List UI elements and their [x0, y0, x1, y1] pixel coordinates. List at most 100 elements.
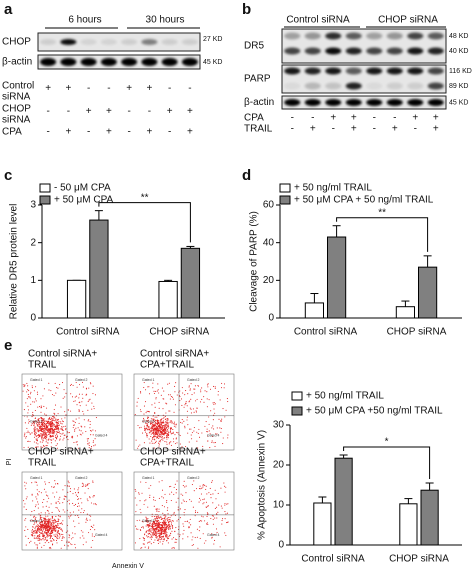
flow-dot [54, 417, 56, 419]
flow-dot [68, 537, 70, 539]
flow-dot [153, 528, 155, 530]
flow-dot [200, 493, 203, 495]
flow-dot [161, 538, 163, 540]
flow-dot [40, 429, 42, 431]
sign: + [65, 83, 71, 94]
gate-label: Gated 2 [187, 476, 200, 480]
flow-dot [158, 511, 160, 513]
flow-dot [77, 502, 79, 504]
flow-dot [42, 533, 44, 535]
flow-dot [172, 431, 174, 433]
flow-dot [154, 532, 156, 534]
flow-dot [57, 422, 59, 424]
flow-dot [156, 516, 158, 519]
flow-dot [170, 520, 172, 522]
flow-dot [41, 422, 43, 424]
blot-band [284, 82, 301, 90]
flow-dot [143, 425, 145, 427]
flow-dot [159, 439, 162, 441]
flow-dot [150, 543, 152, 545]
flow-dot [39, 428, 41, 430]
blot-band [427, 82, 444, 90]
flow-dot [56, 443, 58, 445]
flow-dot [154, 530, 156, 533]
flow-dot [152, 432, 154, 434]
flow-dot [58, 421, 60, 423]
sign: - [168, 83, 171, 94]
flow-dot [80, 498, 82, 500]
flow-dot [88, 482, 90, 485]
flow-dot [85, 485, 87, 487]
flow-title: Control siRNA+ [28, 349, 97, 360]
flow-dot [216, 433, 218, 435]
flow-dot [48, 433, 50, 435]
flow-dot [150, 422, 152, 424]
flow-dot [36, 481, 38, 483]
flow-dot [143, 419, 145, 421]
flow-dot [174, 443, 176, 445]
blot-band [366, 32, 383, 40]
flow-dot [42, 536, 45, 538]
flow-dot [53, 408, 55, 411]
flow-dot [162, 427, 164, 429]
flow-dot [140, 547, 142, 549]
flow-dot [31, 530, 33, 532]
flow-dot [55, 418, 57, 420]
flow-dot [173, 513, 175, 515]
gate-label: Gated 1 [142, 378, 155, 382]
flow-dot [150, 427, 152, 429]
flow-dot [203, 396, 205, 398]
flow-dot [47, 495, 49, 497]
flow-dot [153, 532, 155, 534]
flow-dot [170, 428, 172, 431]
flow-dot [148, 531, 150, 533]
flow-dot [56, 429, 58, 431]
flow-dot [167, 419, 169, 421]
flow-dot [167, 520, 169, 522]
flow-dot [152, 428, 155, 430]
flow-dot [147, 426, 149, 428]
flow-dot [149, 427, 151, 429]
flow-dot [175, 426, 177, 428]
flow-dot [174, 391, 176, 393]
flow-dot [40, 424, 42, 426]
flow-dot [35, 432, 38, 434]
flow-dot [155, 440, 157, 442]
flow-dot [53, 518, 55, 520]
flow-dot [48, 438, 50, 440]
legend-swatch [279, 183, 291, 193]
flow-dot [153, 423, 155, 425]
flow-dot [142, 432, 144, 434]
flow-dot [36, 440, 38, 442]
gate-label: Gated 3 [142, 519, 155, 523]
flow-dot [24, 385, 26, 387]
flow-dot [213, 543, 215, 545]
flow-dot [153, 435, 155, 438]
flow-dot [156, 432, 158, 434]
flow-dot [160, 427, 162, 429]
flow-dot [37, 418, 39, 420]
flow-dot [40, 529, 42, 532]
blot-band [304, 99, 321, 106]
flow-dot [40, 411, 42, 413]
flow-dot [136, 401, 138, 403]
flow-dot [81, 393, 83, 395]
flow-dot [42, 395, 44, 397]
flow-dot [77, 515, 79, 517]
flow-dot [43, 519, 45, 521]
flow-dot [76, 395, 78, 397]
flow-dot [167, 428, 169, 430]
flow-dot [166, 422, 168, 424]
flow-dot [52, 425, 54, 427]
flow-dot [43, 430, 45, 432]
flow-dot [74, 533, 76, 535]
flow-dot [72, 532, 74, 534]
flow-dot [49, 428, 51, 430]
flow-dot [47, 426, 49, 428]
flow-dot [227, 400, 229, 403]
flow-dot [184, 425, 186, 427]
flow-dot [51, 515, 53, 518]
flow-dot [172, 547, 174, 549]
y-tick-label: 30 [273, 420, 285, 431]
blot-band [325, 99, 342, 106]
